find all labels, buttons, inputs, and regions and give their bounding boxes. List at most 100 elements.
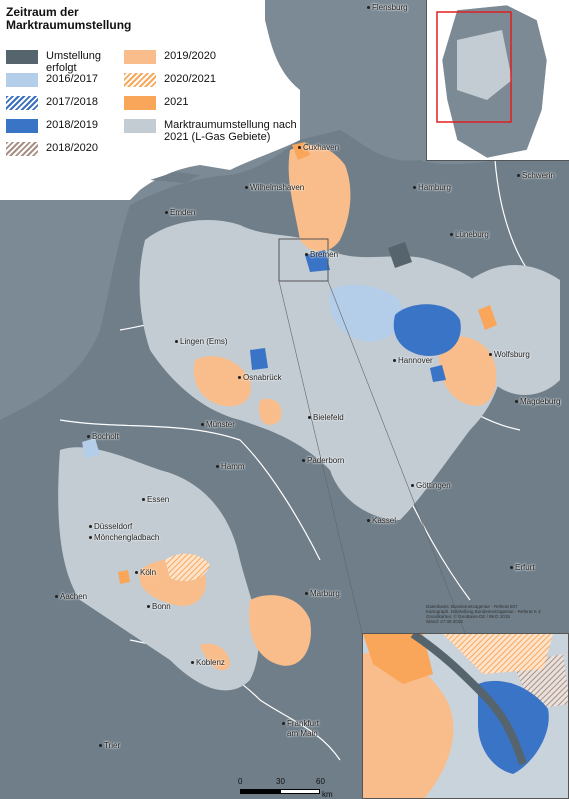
legend-swatch bbox=[124, 73, 156, 87]
area-2016-2017 bbox=[329, 284, 404, 342]
legend-title-line1: Zeitraum der bbox=[6, 5, 79, 19]
legend-label-line: Umstellung bbox=[46, 50, 102, 62]
scale-label: 30 bbox=[276, 777, 285, 786]
area-2016-2017-bocholt bbox=[82, 438, 100, 458]
area-2018-2019-bremen bbox=[305, 250, 330, 272]
island bbox=[150, 172, 200, 183]
city-label: Emden bbox=[164, 208, 196, 217]
area-2020-2021-hatched bbox=[165, 553, 210, 582]
detail-map bbox=[363, 634, 568, 798]
legend-label-line: 2018/2019 bbox=[46, 119, 98, 131]
legend-swatch bbox=[6, 96, 38, 110]
detail-orange-area bbox=[363, 651, 454, 798]
city-label: Flensburg bbox=[367, 3, 408, 12]
scale-label: 60 bbox=[316, 777, 325, 786]
city-label: Frankfurt bbox=[281, 719, 320, 728]
city-label: Lingen (Ems) bbox=[175, 337, 228, 346]
legend-label: 2018/2020 bbox=[46, 142, 98, 154]
legend-item: 2017/2018 bbox=[6, 96, 98, 110]
legend-swatch bbox=[6, 142, 38, 156]
legend-item: 2018/2020 bbox=[6, 142, 98, 156]
city-label: Bocholt bbox=[87, 432, 119, 441]
legend-swatch bbox=[124, 119, 156, 133]
legend-swatch bbox=[6, 119, 38, 133]
scale-bar: 0 30 60 km bbox=[238, 775, 370, 799]
legend-label: 2019/2020 bbox=[164, 50, 216, 62]
city-label: Bielefeld bbox=[308, 413, 344, 422]
detail-grey-river bbox=[410, 634, 527, 766]
legend-item: 2019/2020 bbox=[124, 50, 216, 64]
legend-label-line: erfolgt bbox=[46, 62, 77, 74]
scale-segment bbox=[280, 789, 320, 794]
legend-label-line: Marktraumumstellung nach bbox=[164, 119, 297, 131]
city-label: Cuxhaven bbox=[297, 143, 340, 152]
city-label: Hannover bbox=[393, 356, 433, 365]
legend-label-line: 2018/2020 bbox=[46, 142, 98, 154]
city-label: am Main bbox=[287, 729, 318, 738]
legend-swatch bbox=[124, 50, 156, 64]
overview-lgas bbox=[457, 30, 512, 100]
city-label: Koblenz bbox=[191, 658, 225, 667]
legend-title: Zeitraum der Marktraumumstellung bbox=[6, 6, 166, 32]
area-2018-2019-small bbox=[430, 365, 446, 382]
area-2019-2020-osnabrueck bbox=[193, 356, 251, 407]
legend-item: 2018/2019 bbox=[6, 119, 98, 133]
area-2019-2020-marburg bbox=[249, 595, 311, 666]
city-label: Wolfsburg bbox=[489, 350, 530, 359]
city-label: Düsseldorf bbox=[88, 522, 133, 531]
city-label: Bremen bbox=[304, 250, 339, 259]
legend: Zeitraum der Marktraumumstellung Umstell… bbox=[6, 6, 306, 196]
legend-label-line: 2021 (L-Gas Gebiete) bbox=[164, 131, 271, 143]
legend-label-line: 2020/2021 bbox=[164, 73, 216, 85]
zoom-connector bbox=[327, 280, 466, 634]
city-label: Erfurt bbox=[510, 563, 535, 572]
city-label: Trier bbox=[98, 741, 121, 750]
legend-label: 2017/2018 bbox=[46, 96, 98, 108]
area-2019-2020-bielefeld bbox=[259, 398, 282, 425]
city-label: Lüneburg bbox=[450, 230, 489, 239]
area-2021-koeln bbox=[118, 570, 130, 584]
city-label: Mönchengladbach bbox=[88, 533, 160, 542]
city-label: Köln bbox=[134, 568, 157, 577]
metadata-line: Kartograph. Darstellung Bundesnetzagentu… bbox=[426, 609, 541, 614]
legend-item: 2021 bbox=[124, 96, 188, 110]
legend-item: Umstellung erfolgt bbox=[6, 50, 101, 74]
bremen-detail-inset bbox=[362, 633, 569, 799]
zoom-connector bbox=[278, 280, 363, 634]
scale-unit: km bbox=[322, 790, 333, 799]
city-label: Wilhelmshaven bbox=[244, 183, 305, 192]
city-label: Bonn bbox=[147, 602, 171, 611]
detail-hatched-orange bbox=[443, 634, 553, 674]
legend-label-line: 2021 bbox=[164, 96, 189, 108]
area-2019-2020-koblenz bbox=[200, 643, 230, 671]
overview-map bbox=[436, 4, 548, 159]
area-2021-wolfsburg bbox=[478, 305, 497, 330]
overview-frame bbox=[436, 11, 512, 123]
metadata-line: Stand: 27.08.2018 bbox=[426, 619, 463, 624]
legend-item: Marktraumumstellung nach 2021 (L-Gas Gebi… bbox=[124, 119, 297, 143]
area-2018-2019-hannover bbox=[393, 304, 461, 356]
area-2019-2020-hannover bbox=[439, 336, 497, 406]
legend-swatch bbox=[6, 73, 38, 87]
legend-label: Umstellung erfolgt bbox=[46, 50, 101, 74]
area-2018-2019-osnabrueck bbox=[250, 348, 268, 370]
city-label: Hamburg bbox=[413, 183, 451, 192]
legend-item: 2016/2017 bbox=[6, 73, 98, 87]
legend-swatch bbox=[6, 50, 38, 64]
state-border bbox=[59, 419, 321, 561]
detail-2021 bbox=[363, 634, 433, 684]
city-label: Paderborn bbox=[301, 456, 345, 465]
legend-label-line: 2017/2018 bbox=[46, 96, 98, 108]
city-label: Magdeburg bbox=[514, 397, 561, 406]
area-2021-cuxhaven bbox=[292, 142, 310, 160]
city-label: Osnabrück bbox=[238, 373, 282, 382]
legend-swatch bbox=[124, 96, 156, 110]
area-2019-2020-coast bbox=[288, 145, 351, 252]
city-label: Hamm bbox=[216, 462, 245, 471]
scale-label: 0 bbox=[238, 777, 243, 786]
lgas-area-north bbox=[139, 220, 504, 520]
legend-label: 2016/2017 bbox=[46, 73, 98, 85]
overview-inset bbox=[426, 0, 569, 161]
legend-title-line2: Marktraumumstellung bbox=[6, 18, 132, 32]
city-label: Münster bbox=[201, 420, 235, 429]
